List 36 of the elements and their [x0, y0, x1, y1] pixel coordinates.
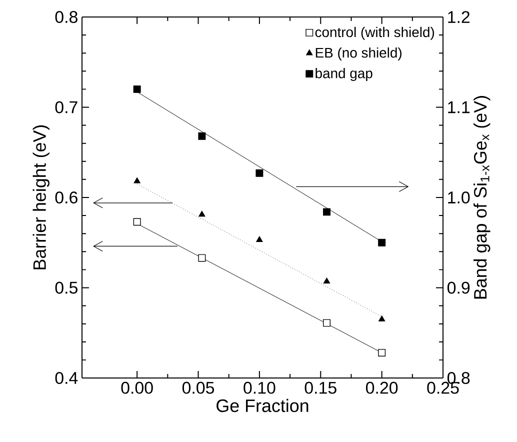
y-tick-label: 0.7: [55, 101, 78, 114]
x-tick-label: 0.20: [366, 382, 398, 394]
x-tick-label: 0.25: [427, 382, 459, 394]
point: [256, 169, 264, 177]
point: [256, 236, 263, 242]
y-tick-label: 0.5: [55, 282, 78, 294]
y2-axis-title: Band gap of Si$_{1-x}$Ge$_{x}$ (eV): [474, 96, 490, 299]
point: [133, 85, 141, 93]
y2-tick-label: 1.0: [448, 191, 470, 204]
point: [323, 319, 330, 327]
point: [378, 316, 386, 322]
point: [323, 278, 330, 284]
point: [134, 178, 140, 184]
point: [378, 238, 386, 246]
legend-label: EB (no shield): [316, 47, 402, 60]
x-tick-label: 0.15: [304, 382, 336, 394]
y2-tick-label: 0.8: [447, 372, 470, 384]
y2-tick-label: 0.9: [447, 282, 470, 294]
y-tick-label: 0.4: [55, 372, 78, 384]
legend-label: band gap: [316, 68, 372, 82]
point: [378, 348, 386, 356]
y-axis-title: Barrier height (eV): [32, 125, 50, 270]
x-tick-label: 0.00: [121, 382, 153, 394]
point: [198, 210, 206, 217]
x-tick-label: 0.05: [182, 382, 214, 394]
y2-tick-label: 1.2: [448, 11, 470, 23]
point: [198, 132, 206, 140]
y-tick-label: 0.6: [55, 191, 78, 204]
point: [198, 254, 206, 262]
legend-label: control (with shield): [315, 26, 434, 40]
x-tick-label: 0.10: [244, 382, 276, 394]
y2-tick-label: 1.1: [448, 101, 470, 114]
point: [323, 208, 330, 216]
y-tick-label: 0.8: [55, 10, 78, 23]
point: [133, 218, 141, 226]
x-axis-title: Ge Fraction: [216, 398, 308, 412]
